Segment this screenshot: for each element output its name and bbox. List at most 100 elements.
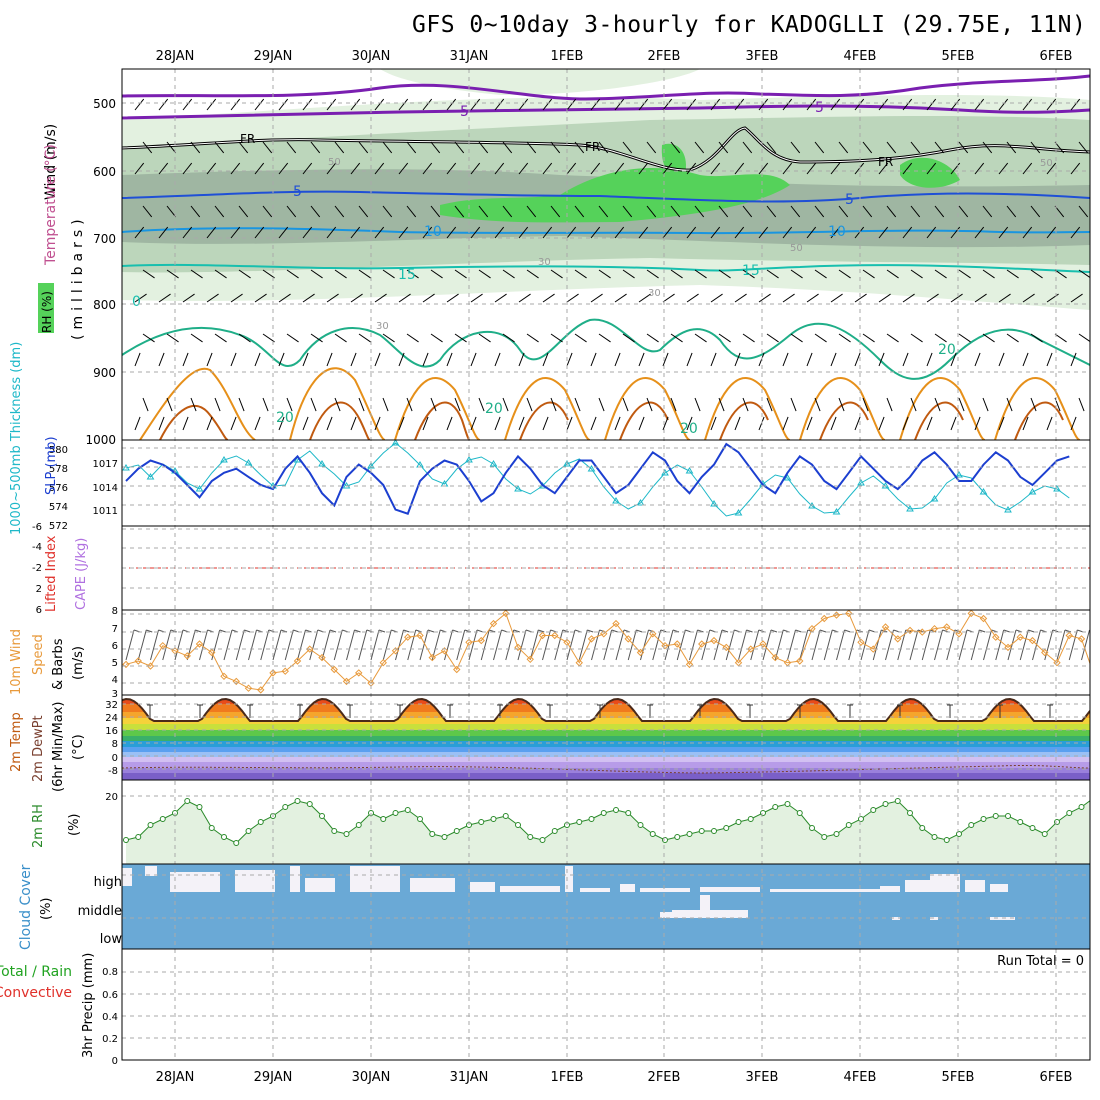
upper-wind-barb [902, 352, 909, 367]
ylabel-barbs: & Barbs [51, 638, 66, 690]
thickness-marker [612, 497, 620, 504]
ylabel-temperature: Temperature (°C) [43, 144, 59, 266]
upper-wind-barb [878, 98, 889, 111]
upper-wind-barb [454, 141, 465, 154]
upper-wind-barb [766, 205, 777, 218]
precip-tick-02: 0.2 [102, 1034, 118, 1045]
thickness-marker [636, 499, 645, 506]
upper-wind-barb [446, 98, 457, 111]
wind10-marker [612, 619, 620, 628]
wind10-barb [885, 629, 894, 661]
wind10-barb [272, 629, 282, 661]
upper-wind-barb [518, 162, 529, 175]
upper-wind-barb [494, 352, 501, 367]
upper-wind-barb [1078, 141, 1089, 154]
wind10-barb-tick [770, 629, 778, 633]
upper-wind-barb [1046, 98, 1057, 111]
ylabel-cloud: Cloud Cover [18, 864, 34, 950]
wind10-marker [673, 640, 681, 648]
upper-wind-barb [350, 226, 361, 239]
ylabel-temp-unit: (°C) [71, 734, 86, 760]
rh2m-marker [858, 816, 864, 822]
upper-wind-barb [1006, 141, 1017, 154]
upper-wind-barb [670, 205, 681, 218]
upper-wind-barb [950, 352, 957, 367]
rh-label-50-1: 50 [328, 157, 341, 168]
upper-wind-barb [902, 293, 915, 303]
wind10-marker [857, 638, 865, 647]
wind10-barb [995, 629, 1005, 661]
temp-tick-16: 16 [105, 726, 118, 737]
bottom-date-label: 2FEB [648, 1070, 681, 1085]
upper-wind-barb [1030, 333, 1043, 343]
upper-wind-barb [502, 141, 513, 154]
upper-wind-barb [862, 397, 869, 412]
li-tick-6: 6 [36, 605, 42, 616]
upper-wind-barb [190, 205, 201, 218]
upper-wind-barb [422, 293, 435, 303]
wind10-barb [848, 629, 858, 661]
upper-wind-barb [382, 397, 389, 412]
upper-wind-barb [982, 333, 995, 343]
wind10-marker [930, 624, 939, 633]
upper-wind-barb [950, 293, 963, 303]
bottom-date-label: 1FEB [551, 1070, 584, 1085]
upper-wind-barb [310, 205, 321, 218]
rh2m-marker [576, 819, 583, 825]
chart-title: GFS 0~10day 3-hourly for KADOGLLI (29.75… [412, 12, 1087, 38]
upper-wind-barb [646, 269, 659, 279]
temp-mask [122, 695, 1090, 721]
upper-wind-barb [878, 162, 889, 175]
ylabel-temp2m: 2m Temp [9, 712, 24, 772]
upper-wind-barb [854, 352, 861, 367]
temp-band [122, 762, 1090, 768]
upper-wind-barb [262, 205, 273, 218]
rh2m-marker [478, 819, 485, 825]
upper-wind-barb [1022, 226, 1033, 239]
upper-wind-barb [158, 416, 165, 431]
wind10-barb-tick [403, 629, 410, 633]
upper-wind-barb [734, 416, 741, 431]
wind10-barb [725, 629, 735, 661]
upper-wind-barb [814, 269, 827, 279]
upper-wind-barb [814, 397, 821, 412]
wind10-marker [440, 647, 449, 655]
rh2m-marker [968, 822, 975, 828]
wind10-barb [444, 629, 453, 661]
rh2m-marker [392, 810, 399, 816]
ylabel-thickness: 1000~500mb Thickness (dm) [9, 342, 24, 535]
cloud-level-high: high [94, 875, 122, 890]
rh2m-marker [662, 837, 668, 843]
upper-wind-barb [878, 416, 885, 431]
upper-wind-barb [478, 205, 489, 218]
wind10-barb [162, 629, 172, 661]
temp-band [122, 724, 1090, 730]
upper-wind-barb [958, 333, 971, 343]
wind10-barb [542, 629, 551, 661]
upper-wind-barb [910, 205, 921, 218]
wind10-barb [407, 629, 417, 661]
upper-wind-barb [382, 141, 393, 154]
rh2m-marker [453, 828, 460, 834]
temp-band [122, 757, 1090, 762]
upper-wind-barb [206, 162, 217, 175]
upper-wind-barb [614, 98, 625, 111]
upper-wind-barb [190, 269, 203, 279]
upper-wind-barb [326, 98, 337, 111]
upper-wind-barb [254, 416, 261, 431]
upper-wind-barb [158, 98, 169, 111]
upper-wind-barb [334, 333, 347, 343]
upper-wind-barb [166, 397, 173, 412]
thickness-marker [146, 473, 155, 480]
rh2m-marker [747, 816, 754, 822]
teal-contour [122, 263, 1090, 273]
rh2m-marker [1005, 813, 1011, 819]
upper-wind-barb [430, 141, 441, 154]
upper-wind-barb [974, 293, 987, 303]
wind-tick-7: 7 [112, 624, 118, 635]
upper-wind-barb [550, 333, 563, 343]
upper-wind-barb [230, 293, 243, 303]
thickness-marker [391, 440, 400, 446]
wind10-marker [992, 633, 1000, 641]
panel-frames [121, 68, 1091, 1061]
